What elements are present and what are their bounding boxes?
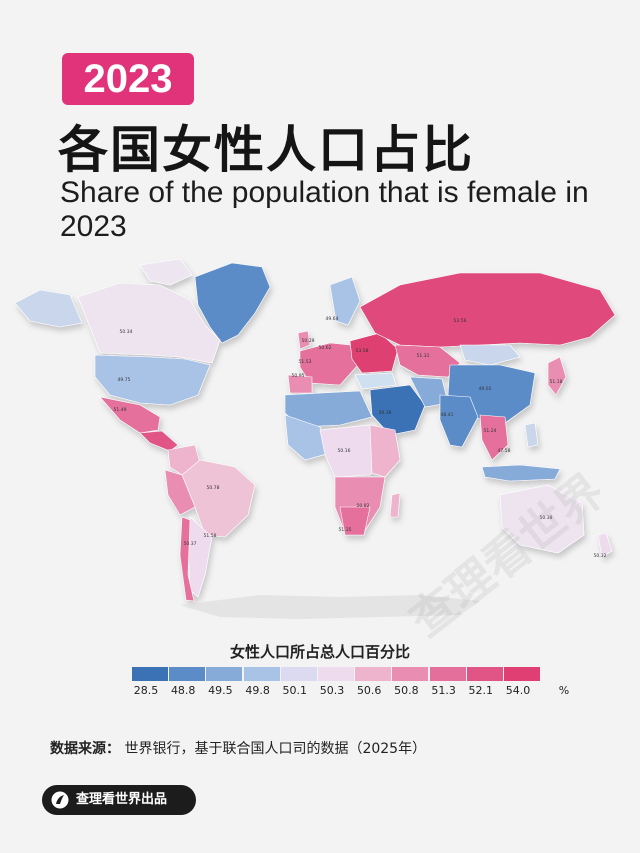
region-value-label: 50.34 xyxy=(120,329,133,335)
chile-region xyxy=(179,516,195,602)
indonesia-region xyxy=(481,464,561,482)
region-value-label: 51.53 xyxy=(299,359,312,365)
usa-region xyxy=(94,354,211,406)
legend-label: 52.1 xyxy=(468,684,494,697)
greenland-region xyxy=(194,262,271,344)
region-value-label: 50.78 xyxy=(207,485,220,491)
region-value-label: 49.64 xyxy=(326,316,339,322)
legend-label: 50.8 xyxy=(394,684,419,697)
australia-region xyxy=(499,484,585,554)
new-zealand-region xyxy=(597,532,613,558)
legend-title: 女性人口所占总人口百分比 xyxy=(229,643,410,661)
legend-label: 50.6 xyxy=(356,684,382,697)
region-value-label: 50.82 xyxy=(357,503,370,509)
region-value-label: 48.41 xyxy=(441,412,454,418)
region-value-label: 51.35 xyxy=(339,527,352,533)
indochina-region xyxy=(479,414,509,461)
data-source: 数据来源： 世界银行，基于联合国人口司的数据（2025年） xyxy=(50,738,426,758)
legend-label: 54.0 xyxy=(505,684,531,697)
world-map-svg: 50.34 49.75 51.49 50.78 50.37 51.58 49.64 50.29… xyxy=(14,258,616,619)
legend-swatch xyxy=(392,667,429,681)
region-value-label: 50.38 xyxy=(540,515,553,521)
region-value-label: 51.58 xyxy=(204,533,217,539)
iberia-region xyxy=(287,374,313,394)
brand-name: 查理看世界出品 xyxy=(76,792,168,807)
mongolia-region xyxy=(459,344,521,366)
arctic-islands-region xyxy=(139,258,193,286)
region-value-label: 51.31 xyxy=(417,353,430,359)
region-value-label: 50.16 xyxy=(338,448,351,454)
antarctica-region xyxy=(180,595,480,619)
scandinavia-region xyxy=(329,276,361,326)
madagascar-region xyxy=(389,492,401,518)
middle-east-region xyxy=(369,384,426,436)
alaska-region xyxy=(14,289,83,328)
legend-swatch xyxy=(280,667,317,681)
region-value-label: 49.02 xyxy=(479,386,492,392)
india-region xyxy=(439,394,479,448)
brazil-region xyxy=(181,459,256,538)
western-europe-region xyxy=(299,342,359,386)
west-africa-region xyxy=(284,414,331,461)
legend-swatch xyxy=(466,667,503,681)
peru-region xyxy=(164,469,196,516)
legend-unit: % xyxy=(558,684,570,697)
world-map: 50.34 49.75 51.49 50.78 50.37 51.58 49.64 50.29… xyxy=(0,245,640,645)
legend-label: 50.1 xyxy=(282,684,308,697)
region-value-label: 51.18 xyxy=(550,379,563,385)
page-title: 各国女性人口占比 xyxy=(58,121,474,179)
region-value-label: 50.37 xyxy=(184,541,197,547)
turkey-region xyxy=(354,372,397,390)
region-value-label: 50.32 xyxy=(594,553,607,559)
legend-label: 51.3 xyxy=(431,684,456,697)
legend-label: 49.5 xyxy=(208,684,233,697)
region-value-label: 51.49 xyxy=(114,407,127,413)
legend-swatch xyxy=(429,667,466,681)
legend-swatch xyxy=(206,667,243,681)
region-value-label: 50.95 xyxy=(292,373,305,379)
canada-region xyxy=(77,282,221,364)
south-africa-region xyxy=(339,506,371,536)
legend-swatch xyxy=(132,667,168,681)
legend-labels: 28.5 48.8 49.5 49.8 50.1 50.3 50.6 50.8 51.3 52.1… xyxy=(0,684,640,702)
region-value-label: 53.58 xyxy=(356,348,369,354)
legend-swatch xyxy=(243,667,280,681)
legend-swatches xyxy=(132,667,542,681)
uk-region xyxy=(297,330,311,350)
east-africa-region xyxy=(369,424,401,478)
brand-logo-icon xyxy=(51,791,69,809)
legend-swatch xyxy=(318,667,354,681)
region-value-label: 47.58 xyxy=(498,448,511,454)
kazakhstan-region xyxy=(394,344,461,378)
brand-pill: 查理看世界出品 xyxy=(42,785,196,815)
legend-label: 48.8 xyxy=(170,684,196,697)
north-africa-region xyxy=(284,390,373,428)
philippines-region xyxy=(524,422,539,448)
region-value-label: 50.29 xyxy=(302,338,315,344)
central-america-region xyxy=(139,430,179,452)
source-text: 世界银行，基于联合国人口司的数据（2025年） xyxy=(124,741,427,757)
legend-label: 28.5 xyxy=(133,684,159,697)
source-label: 数据来源： xyxy=(50,741,120,757)
region-value-label: 39.36 xyxy=(379,410,392,416)
page-subtitle: Share of the population that is female i… xyxy=(60,176,589,243)
legend-label: 49.8 xyxy=(245,684,270,697)
legend-label: 50.3 xyxy=(319,684,345,697)
mexico-region xyxy=(99,396,161,434)
year-badge: 2023 xyxy=(62,53,194,105)
region-value-label: 50.62 xyxy=(319,345,332,351)
legend-swatch xyxy=(504,667,540,681)
russia-region xyxy=(359,272,616,348)
legend-swatch xyxy=(355,667,392,681)
region-value-label: 51.24 xyxy=(484,428,497,434)
legend-swatch xyxy=(169,667,206,681)
region-value-label: 49.75 xyxy=(118,377,131,383)
region-value-label: 53.56 xyxy=(454,318,467,324)
japan-region xyxy=(547,356,567,396)
